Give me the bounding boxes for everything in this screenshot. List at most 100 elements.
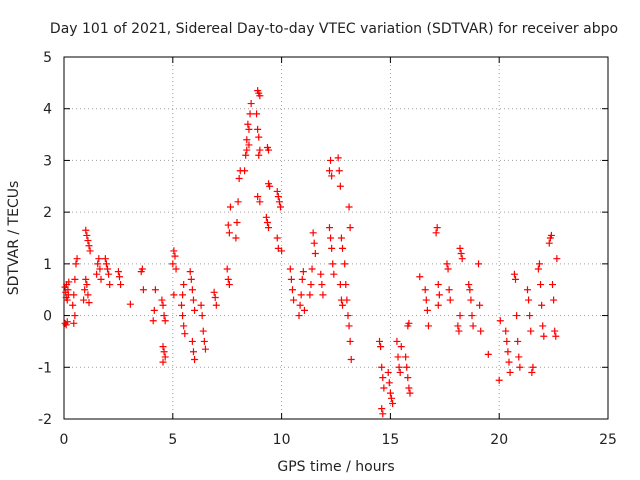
y-axis-label: SDTVAR / TECUs bbox=[6, 181, 22, 296]
data-point bbox=[477, 327, 485, 335]
data-point bbox=[71, 275, 79, 283]
data-point bbox=[160, 312, 168, 320]
data-point bbox=[505, 358, 513, 366]
data-point bbox=[435, 291, 443, 299]
data-point bbox=[245, 125, 253, 133]
data-point bbox=[224, 275, 232, 283]
data-point bbox=[475, 260, 483, 268]
x-tick-label: 5 bbox=[168, 432, 177, 448]
data-point bbox=[514, 337, 522, 345]
data-point bbox=[495, 376, 503, 384]
data-point bbox=[138, 265, 146, 273]
data-point bbox=[299, 268, 307, 276]
data-point bbox=[243, 136, 251, 144]
data-point bbox=[69, 301, 77, 309]
data-point bbox=[307, 281, 315, 289]
data-point bbox=[317, 270, 325, 278]
data-point bbox=[422, 296, 430, 304]
data-point bbox=[443, 260, 451, 268]
data-point bbox=[343, 296, 351, 304]
data-point bbox=[405, 384, 413, 392]
data-point bbox=[106, 281, 114, 289]
data-point bbox=[378, 405, 386, 413]
data-point bbox=[62, 321, 70, 329]
data-point bbox=[456, 244, 464, 252]
data-point bbox=[189, 348, 197, 356]
data-point bbox=[346, 337, 354, 345]
data-point bbox=[278, 247, 286, 255]
data-point bbox=[82, 226, 90, 234]
data-point bbox=[325, 167, 333, 175]
data-point bbox=[424, 322, 432, 330]
data-point bbox=[329, 260, 337, 268]
data-point bbox=[379, 374, 387, 382]
x-tick-label: 20 bbox=[490, 432, 508, 448]
data-point bbox=[327, 234, 335, 242]
data-point bbox=[512, 275, 520, 283]
data-point bbox=[506, 368, 514, 376]
data-point bbox=[102, 260, 110, 268]
plot-frame bbox=[63, 56, 609, 420]
data-point bbox=[84, 291, 92, 299]
data-point bbox=[308, 265, 316, 273]
data-point bbox=[310, 239, 318, 247]
data-point bbox=[290, 296, 298, 304]
data-point bbox=[286, 265, 294, 273]
data-point bbox=[277, 203, 285, 211]
data-point bbox=[551, 327, 559, 335]
data-point bbox=[553, 255, 561, 263]
data-point bbox=[211, 293, 219, 301]
data-point bbox=[311, 250, 319, 258]
data-point bbox=[178, 301, 186, 309]
data-point bbox=[384, 368, 392, 376]
data-point bbox=[63, 318, 71, 326]
data-point bbox=[233, 218, 241, 226]
data-point bbox=[210, 288, 218, 296]
data-point bbox=[225, 281, 233, 289]
data-point bbox=[526, 312, 534, 320]
data-point bbox=[83, 281, 91, 289]
data-point bbox=[527, 327, 535, 335]
data-point bbox=[234, 198, 242, 206]
data-point bbox=[186, 268, 194, 276]
x-tick-label: 15 bbox=[381, 432, 399, 448]
data-point bbox=[466, 286, 474, 294]
data-point bbox=[433, 224, 441, 232]
data-point bbox=[325, 224, 333, 232]
data-point bbox=[539, 322, 547, 330]
data-point bbox=[377, 343, 385, 351]
data-point bbox=[300, 306, 308, 314]
data-point bbox=[306, 291, 314, 299]
data-point bbox=[456, 312, 464, 320]
y-tick-label: 2 bbox=[43, 205, 52, 221]
data-point bbox=[446, 296, 454, 304]
data-point bbox=[244, 120, 252, 128]
data-point bbox=[515, 353, 523, 361]
data-point bbox=[104, 265, 112, 273]
data-point bbox=[547, 231, 555, 239]
data-point bbox=[65, 278, 73, 286]
data-point bbox=[395, 363, 403, 371]
data-point bbox=[469, 322, 477, 330]
data-point bbox=[256, 198, 264, 206]
data-point bbox=[380, 384, 388, 392]
data-point bbox=[288, 286, 296, 294]
data-point bbox=[73, 255, 81, 263]
data-point bbox=[159, 358, 167, 366]
data-point bbox=[523, 286, 531, 294]
data-point bbox=[467, 296, 475, 304]
data-point bbox=[378, 363, 386, 371]
data-point bbox=[346, 224, 354, 232]
data-point bbox=[386, 389, 394, 397]
data-point bbox=[534, 265, 542, 273]
data-point bbox=[97, 275, 105, 283]
data-point bbox=[172, 265, 180, 273]
data-point bbox=[287, 275, 295, 283]
data-point bbox=[406, 389, 414, 397]
data-point bbox=[344, 312, 352, 320]
data-point bbox=[265, 224, 273, 232]
y-tick-label: -1 bbox=[38, 360, 52, 376]
data-point bbox=[149, 317, 157, 325]
y-tick-label: 0 bbox=[43, 309, 52, 325]
data-point bbox=[529, 363, 537, 371]
